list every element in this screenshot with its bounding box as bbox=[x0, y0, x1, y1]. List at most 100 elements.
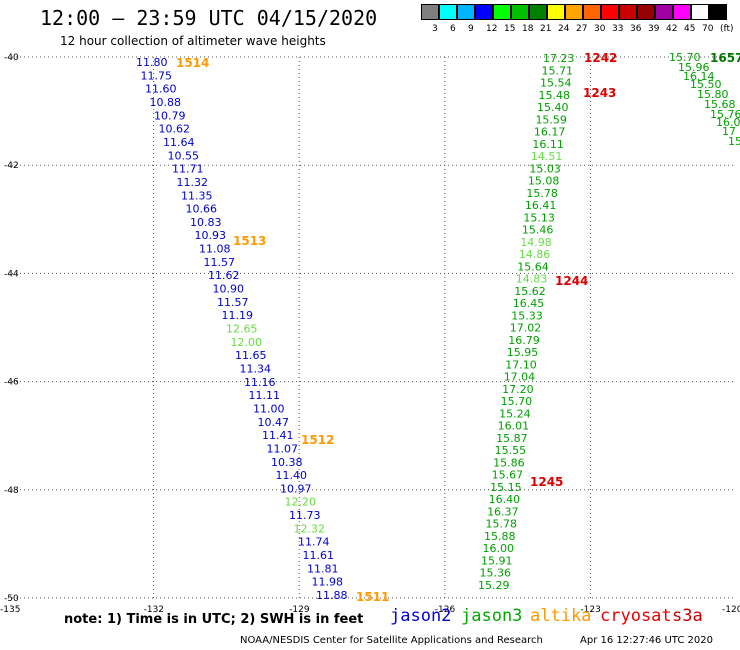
scale-swatch bbox=[673, 4, 691, 20]
jason3-wave-value: 16.41 bbox=[525, 199, 557, 212]
jason3-wave-value: 15.36 bbox=[480, 567, 512, 580]
jason2-wave-value: 11.88 bbox=[316, 589, 348, 602]
scale-label: 9 bbox=[468, 24, 474, 34]
jason2-wave-value: 10.97 bbox=[280, 482, 312, 495]
jason2-wave-value: 12.20 bbox=[285, 496, 317, 509]
jason3-wave-value: 15.15 bbox=[490, 481, 522, 494]
credit-line: NOAA/NESDIS Center for Satellite Applica… bbox=[240, 635, 543, 646]
scale-label: 70 bbox=[702, 24, 714, 34]
lon-tick-label: -126 bbox=[435, 605, 456, 615]
jason3-wave-value: 15.13 bbox=[523, 211, 555, 224]
jason3-wave-value: 15.46 bbox=[522, 224, 554, 237]
jason3-wave-value: 17.10 bbox=[505, 358, 537, 371]
footer-note: note: 1) Time is in UTC; 2) SWH is in fe… bbox=[64, 612, 364, 627]
scale-label: 42 bbox=[666, 24, 678, 34]
scale-label: 18 bbox=[522, 24, 534, 34]
jason2-wave-value: 11.71 bbox=[172, 163, 204, 176]
jason2-wave-value: 11.32 bbox=[177, 176, 209, 189]
lat-tick-label: -40 bbox=[4, 53, 19, 63]
scale-label: 30 bbox=[594, 24, 606, 34]
jason2-wave-value: 11.40 bbox=[276, 469, 308, 482]
scale-swatch bbox=[475, 4, 493, 20]
jason3-wave-value: 14.86 bbox=[519, 248, 551, 261]
diagonal-track-wave-value: 15.50 bbox=[690, 78, 722, 91]
jason2-wave-value: 10.88 bbox=[150, 96, 182, 109]
jason3-wave-value: 16.11 bbox=[532, 138, 564, 151]
scale-label: 21 bbox=[540, 24, 552, 34]
jason2-wave-value: 11.80 bbox=[136, 56, 168, 69]
scale-label: 3 bbox=[432, 24, 438, 34]
jason2-wave-value: 11.62 bbox=[208, 269, 240, 282]
pass-time-label: 1513 bbox=[233, 234, 266, 248]
jason2-wave-value: 10.55 bbox=[168, 149, 200, 162]
lat-tick-label: -44 bbox=[4, 269, 19, 279]
lon-tick-label: -123 bbox=[580, 605, 600, 615]
scale-label: 6 bbox=[450, 24, 456, 34]
jason2-wave-value: 11.57 bbox=[204, 256, 236, 269]
scale-swatch bbox=[493, 4, 511, 20]
jason3-wave-value: 17.23 bbox=[543, 52, 575, 65]
jason2-wave-value: 10.83 bbox=[190, 216, 222, 229]
jason2-wave-value: 11.00 bbox=[253, 402, 285, 415]
jason2-wave-value: 10.38 bbox=[271, 456, 303, 469]
pass-time-label: 1244 bbox=[555, 274, 588, 288]
scale-label: 12 bbox=[486, 24, 498, 34]
jason3-wave-value: 16.79 bbox=[508, 334, 540, 347]
jason3-wave-value: 15.78 bbox=[486, 518, 517, 531]
diagonal-track-wave-value: 16.01 bbox=[716, 116, 740, 129]
jason3-wave-value: 15.67 bbox=[492, 469, 523, 482]
diagonal-track-wave-value: 16.14 bbox=[683, 70, 715, 83]
pass-time-label: 1512 bbox=[301, 433, 334, 447]
jason2-wave-value: 11.65 bbox=[235, 349, 267, 362]
scale-label: 39 bbox=[648, 24, 660, 34]
jason3-wave-value: 15.24 bbox=[499, 407, 531, 420]
scale-label: 36 bbox=[630, 24, 642, 34]
jason3-wave-value: 15.55 bbox=[495, 444, 527, 457]
lat-tick-label: -42 bbox=[4, 161, 19, 171]
jason3-wave-value: 17.02 bbox=[510, 322, 541, 335]
scale-swatch bbox=[457, 4, 475, 20]
jason3-wave-value: 15.03 bbox=[529, 162, 561, 175]
jason3-wave-value: 16.40 bbox=[489, 493, 521, 506]
jason2-wave-value: 11.73 bbox=[289, 509, 321, 522]
jason3-wave-value: 14.98 bbox=[520, 236, 552, 249]
jason3-wave-value: 16.17 bbox=[534, 126, 566, 139]
pass-time-label: 1511 bbox=[356, 590, 389, 604]
generation-timestamp: Apr 16 12:27:46 UTC 2020 bbox=[580, 635, 713, 646]
pass-time-label: 1242 bbox=[584, 51, 617, 65]
scale-swatch bbox=[583, 4, 601, 20]
jason2-wave-value: 10.79 bbox=[154, 109, 186, 122]
diagonal-track-wave-value: 15.96 bbox=[678, 61, 710, 74]
jason3-wave-value: 15.54 bbox=[540, 77, 572, 90]
diagonal-track-wave-value: 15.76 bbox=[710, 108, 740, 121]
jason3-wave-value: 15.08 bbox=[528, 175, 560, 188]
legend-cryosat: cryosat bbox=[600, 606, 672, 626]
jason2-wave-value: 11.74 bbox=[298, 536, 330, 549]
jason2-wave-value: 11.57 bbox=[217, 296, 249, 309]
jason3-wave-value: 15.95 bbox=[507, 346, 539, 359]
jason2-wave-value: 10.66 bbox=[186, 203, 218, 216]
scale-label: 33 bbox=[612, 24, 624, 34]
jason2-wave-value: 11.60 bbox=[145, 83, 177, 96]
jason2-wave-value: 11.61 bbox=[303, 549, 335, 562]
scale-swatch bbox=[421, 4, 439, 20]
legend-altika: altika bbox=[530, 606, 592, 626]
jason3-wave-value: 16.45 bbox=[513, 297, 545, 310]
diagonal-track-wave-value: 15 bbox=[728, 135, 740, 148]
scale-label: (ft) bbox=[720, 24, 734, 34]
jason3-wave-value: 16.01 bbox=[498, 420, 529, 433]
jason3-wave-value: 16.00 bbox=[483, 542, 515, 555]
legend-s3a: s3a bbox=[672, 606, 703, 626]
lon-tick-label: -120 bbox=[722, 605, 740, 615]
scale-swatch bbox=[619, 4, 637, 20]
pass-time-label: 1245 bbox=[530, 475, 563, 489]
jason2-wave-value: 11.64 bbox=[163, 136, 195, 149]
jason3-wave-value: 17.20 bbox=[502, 383, 534, 396]
lat-tick-label: -50 bbox=[4, 594, 19, 604]
jason3-wave-value: 15.78 bbox=[526, 187, 558, 200]
scale-swatch bbox=[637, 4, 655, 20]
jason2-wave-value: 11.75 bbox=[141, 69, 173, 82]
jason3-wave-value: 15.62 bbox=[514, 285, 546, 298]
pass-time-label: 1243 bbox=[583, 86, 616, 100]
